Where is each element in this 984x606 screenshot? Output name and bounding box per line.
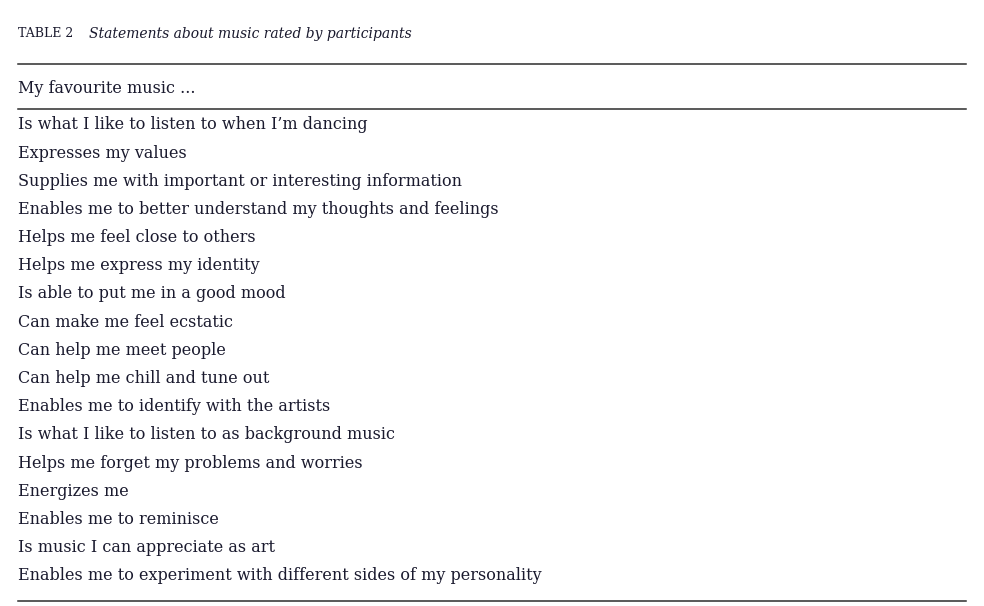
Text: Can help me meet people: Can help me meet people — [18, 342, 225, 359]
Text: Can help me chill and tune out: Can help me chill and tune out — [18, 370, 269, 387]
Text: Statements about music rated by participants: Statements about music rated by particip… — [89, 27, 411, 41]
Text: Is music I can appreciate as art: Is music I can appreciate as art — [18, 539, 275, 556]
Text: Energizes me: Energizes me — [18, 482, 129, 500]
Text: Is what I like to listen to as background music: Is what I like to listen to as backgroun… — [18, 426, 395, 444]
Text: Enables me to identify with the artists: Enables me to identify with the artists — [18, 398, 330, 415]
Text: Is able to put me in a good mood: Is able to put me in a good mood — [18, 285, 285, 302]
Text: Helps me forget my problems and worries: Helps me forget my problems and worries — [18, 454, 362, 471]
Text: Helps me feel close to others: Helps me feel close to others — [18, 229, 255, 246]
Text: TABLE 2: TABLE 2 — [18, 27, 73, 40]
Text: Enables me to experiment with different sides of my personality: Enables me to experiment with different … — [18, 567, 541, 584]
Text: Enables me to reminisce: Enables me to reminisce — [18, 511, 218, 528]
Text: My favourite music ...: My favourite music ... — [18, 80, 195, 97]
Text: Supplies me with important or interesting information: Supplies me with important or interestin… — [18, 173, 461, 190]
Text: Expresses my values: Expresses my values — [18, 144, 186, 162]
Text: Enables me to better understand my thoughts and feelings: Enables me to better understand my thoug… — [18, 201, 498, 218]
Text: Is what I like to listen to when I’m dancing: Is what I like to listen to when I’m dan… — [18, 116, 367, 133]
Text: Can make me feel ecstatic: Can make me feel ecstatic — [18, 313, 232, 331]
Text: Helps me express my identity: Helps me express my identity — [18, 257, 260, 275]
